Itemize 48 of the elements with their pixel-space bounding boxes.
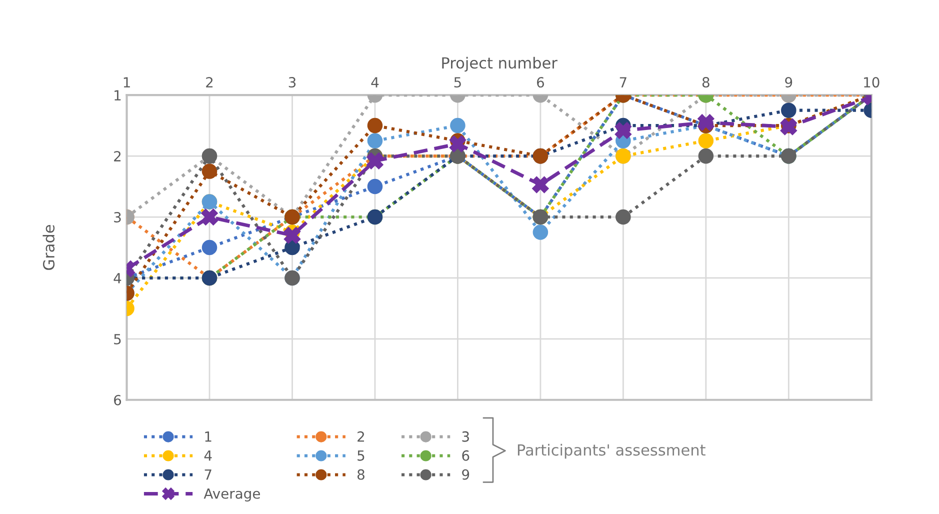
- y-tick-label: 1: [114, 90, 121, 100]
- y-tick-label: 5: [114, 334, 121, 344]
- legend-label: 2: [358, 431, 364, 442]
- x-tick-label: 5: [454, 77, 461, 88]
- x-tick-label: 2: [206, 77, 213, 88]
- legend-label: 8: [357, 469, 364, 480]
- legend-label: 4: [204, 450, 212, 461]
- point: [616, 209, 631, 225]
- x-tick-label: 9: [785, 77, 792, 88]
- y-tick-label: 6: [114, 394, 122, 406]
- point: [698, 148, 714, 164]
- point: [614, 122, 632, 139]
- point: [202, 164, 218, 179]
- x-tick-label: 3: [288, 77, 296, 88]
- point: [202, 240, 218, 256]
- x-axis-title: Project number: [442, 56, 558, 72]
- point: [201, 208, 218, 226]
- point: [367, 133, 383, 148]
- point: [781, 102, 796, 118]
- x-tick-label: 6: [537, 77, 544, 88]
- point: [367, 118, 383, 134]
- legend-label: Average: [204, 488, 260, 502]
- x-tick-label: 1: [124, 77, 130, 88]
- y-tick-label: 2: [114, 151, 121, 162]
- point: [450, 118, 466, 134]
- legend-label: 9: [462, 469, 470, 480]
- text: Participants' assessment: [518, 444, 706, 459]
- legend-label: 1: [205, 431, 212, 442]
- legend-label: 6: [462, 450, 470, 461]
- x-tick-label: 4: [371, 77, 379, 88]
- point: [367, 178, 383, 194]
- y-axis-title: Grade: [42, 225, 55, 270]
- point: [698, 133, 714, 148]
- point: [698, 114, 714, 131]
- x-tick-label: 7: [620, 77, 626, 88]
- y-tick-label: 4: [114, 273, 122, 284]
- point: [532, 176, 549, 194]
- x-tick-label: 10: [864, 77, 880, 88]
- y-tick-label: 3: [114, 212, 121, 222]
- legend-label: 3: [462, 431, 469, 442]
- point: [532, 224, 548, 240]
- point: [449, 136, 466, 152]
- legend-label: 7: [204, 469, 212, 480]
- x-tick-label: 8: [702, 77, 710, 88]
- point: [284, 240, 300, 256]
- point: [284, 226, 301, 244]
- point: [366, 152, 384, 170]
- legend-label: 5: [358, 450, 364, 461]
